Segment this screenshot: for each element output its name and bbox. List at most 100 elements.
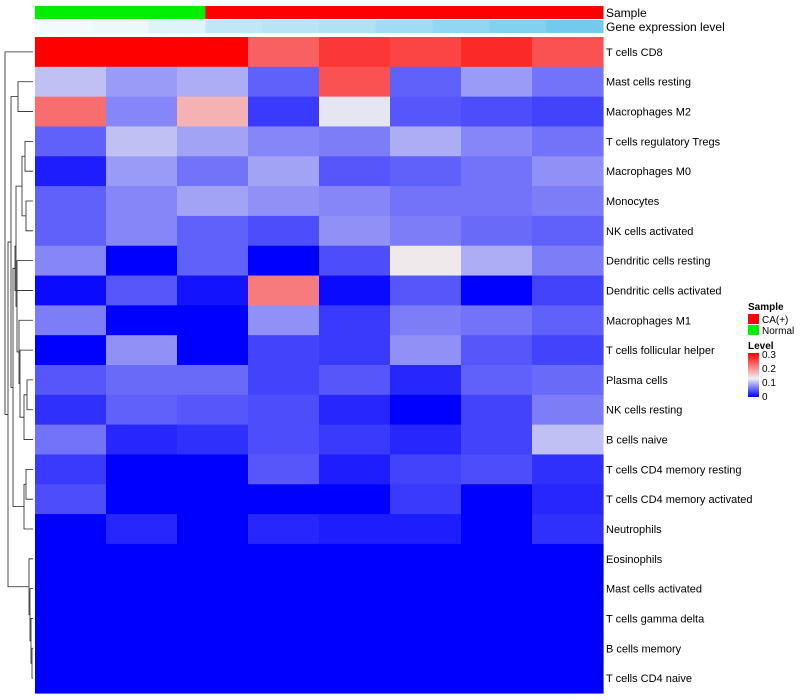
dendrogram-branch — [23, 394, 33, 440]
heatmap-cell — [390, 305, 462, 336]
heatmap-cell — [319, 454, 391, 485]
dendrogram-branch — [18, 319, 33, 385]
gene-expression-annotation-cell — [546, 20, 604, 33]
heatmap-cell — [35, 454, 107, 485]
heatmap-cell — [461, 66, 533, 98]
gene-annotation-label: Gene expression level — [606, 20, 725, 34]
heatmap-cell — [390, 245, 462, 277]
heatmap-cell — [106, 245, 178, 277]
row-label: Macrophages M1 — [606, 315, 691, 327]
heatmap-cell — [177, 603, 249, 634]
heatmap-cell — [248, 543, 320, 575]
heatmap-cell — [390, 514, 462, 545]
gene-expression-annotation-cell — [489, 20, 547, 33]
heatmap-cell — [319, 543, 391, 575]
heatmap-cell — [319, 573, 391, 605]
legend-swatch-ca-positive — [748, 314, 759, 324]
heatmap-cell — [461, 275, 533, 306]
heatmap-cell — [390, 454, 462, 485]
heatmap-cell — [390, 394, 462, 426]
row-label: Neutrophils — [606, 524, 662, 536]
heatmap-cell — [319, 126, 391, 157]
row-label: Plasma cells — [606, 375, 668, 387]
heatmap-cell — [177, 305, 249, 336]
heatmap-cell — [461, 365, 533, 396]
heatmap-cell — [248, 186, 320, 217]
gene-expression-annotation-cell — [35, 20, 93, 33]
heatmap-cell — [390, 663, 462, 694]
heatmap-cell — [319, 275, 391, 306]
heatmap-cell — [35, 424, 107, 456]
heatmap-cell — [319, 663, 391, 694]
heatmap-cell — [177, 335, 249, 366]
sample-annotation-cell — [432, 6, 490, 19]
heatmap-cell — [106, 484, 178, 515]
sample-annotation-cell — [205, 6, 263, 19]
heatmap-cell — [248, 663, 320, 694]
heatmap-cell — [106, 215, 178, 247]
sample-annotation-cell — [489, 6, 547, 19]
row-dendrogram — [4, 51, 33, 679]
heatmap-cell — [248, 484, 320, 515]
heatmap-cell — [248, 603, 320, 634]
heatmap-cell — [319, 215, 391, 247]
heatmap-cell — [319, 603, 391, 634]
heatmap-cell — [177, 245, 249, 277]
dendrogram-branch — [12, 267, 24, 508]
heatmap-cell — [319, 394, 391, 426]
gene-expression-annotation-cell — [375, 20, 434, 33]
heatmap-cell — [319, 305, 391, 336]
gene-expression-annotation-cell — [432, 20, 490, 33]
heatmap-cell — [461, 215, 533, 247]
heatmap-cell — [106, 335, 178, 366]
heatmap-cell — [532, 96, 604, 128]
heatmap-cell — [177, 424, 249, 456]
heatmap-cell — [390, 186, 462, 217]
heatmap-cell — [177, 96, 249, 128]
heatmap-cell — [319, 514, 391, 545]
heatmap-cell — [461, 305, 533, 336]
legend-level-title: Level — [748, 341, 774, 352]
heatmap-cell — [319, 245, 391, 277]
heatmap-cell — [248, 66, 320, 98]
heatmap-cell — [35, 573, 107, 605]
heatmap-cell — [319, 633, 391, 664]
heatmap-cell — [35, 484, 107, 515]
heatmap-cell — [461, 126, 533, 157]
level-color-bar — [748, 353, 759, 397]
heatmap-cell — [35, 603, 107, 634]
heatmap-cell — [106, 454, 178, 485]
heatmap-cell — [390, 126, 462, 157]
row-label: Mast cells resting — [606, 77, 691, 89]
heatmap-cell — [532, 484, 604, 515]
heatmap-cell — [248, 275, 320, 306]
heatmap-cell — [35, 663, 107, 694]
heatmap-cell — [319, 335, 391, 366]
heatmap-cell — [106, 514, 178, 545]
legend-swatch-normal — [748, 325, 759, 335]
heatmap-cell — [106, 275, 178, 306]
heatmap-cell — [35, 96, 107, 128]
heatmap-cell — [248, 96, 320, 128]
row-label: T cells follicular helper — [606, 345, 715, 357]
heatmap-cell — [532, 156, 604, 187]
heatmap-cell — [461, 514, 533, 545]
heatmap-cell — [177, 543, 249, 575]
heatmap-cell — [177, 484, 249, 515]
heatmap-cell — [319, 424, 391, 456]
heatmap-cell — [461, 186, 533, 217]
heatmap-cell — [532, 543, 604, 575]
column-annotations: Sample Gene expression level — [35, 6, 725, 34]
heatmap-cell — [35, 186, 107, 217]
sample-annotation-cell — [546, 6, 604, 19]
heatmap-cell — [177, 454, 249, 485]
row-label: T cells CD8 — [606, 47, 663, 59]
heatmap-cell — [35, 126, 107, 157]
heatmap-cell — [390, 484, 462, 515]
heatmap-cell — [106, 156, 178, 187]
heatmap-cell — [390, 573, 462, 605]
heatmap-cell — [461, 245, 533, 277]
heatmap-cell — [319, 37, 391, 68]
heatmap-cell — [106, 543, 178, 575]
